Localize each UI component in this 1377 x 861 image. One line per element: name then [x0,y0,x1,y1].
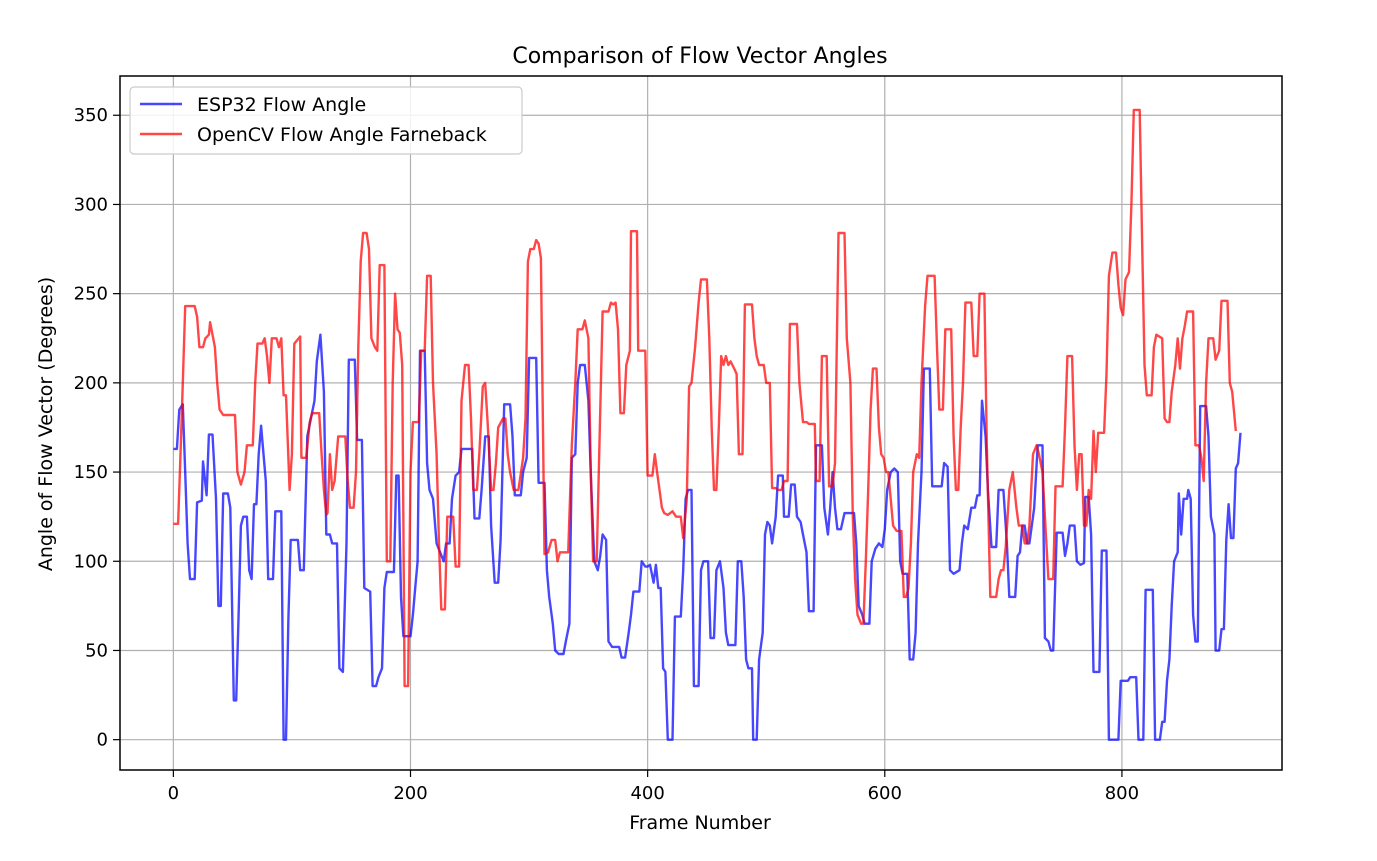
grid-lines [120,76,1282,770]
y-tick-label: 300 [74,194,108,215]
x-tick-label: 0 [168,783,179,804]
y-tick-label: 50 [85,640,108,661]
x-tick-label: 800 [1105,783,1139,804]
legend: ESP32 Flow Angle OpenCV Flow Angle Farneb… [129,86,523,155]
legend-label-1: ESP32 Flow Angle [197,94,366,116]
y-tick-label: 250 [74,284,108,305]
legend-box [129,86,523,155]
y-axis-label: Angle of Flow Vector (Degrees) [35,277,57,571]
y-tick-label: 100 [74,551,108,572]
plot-frame [119,75,1283,771]
x-tick-label: 200 [393,783,427,804]
x-tick-label: 600 [868,783,902,804]
series-line-1 [173,333,1242,741]
y-tick-label: 200 [74,373,108,394]
series-line-2 [173,108,1237,688]
x-axis-label: Frame Number [629,812,771,834]
axis-ticks: 0 200 400 600 800 0 50 100 150 200 250 300 350 [74,105,1139,804]
y-tick-label: 150 [74,462,108,483]
legend-label-2: OpenCV Flow Angle Farneback [197,124,487,146]
plot-lines [173,108,1242,741]
chart-title: Comparison of Flow Vector Angles [512,44,887,69]
x-tick-label: 400 [630,783,664,804]
y-tick-label: 0 [97,730,108,751]
y-tick-label: 350 [74,105,108,126]
